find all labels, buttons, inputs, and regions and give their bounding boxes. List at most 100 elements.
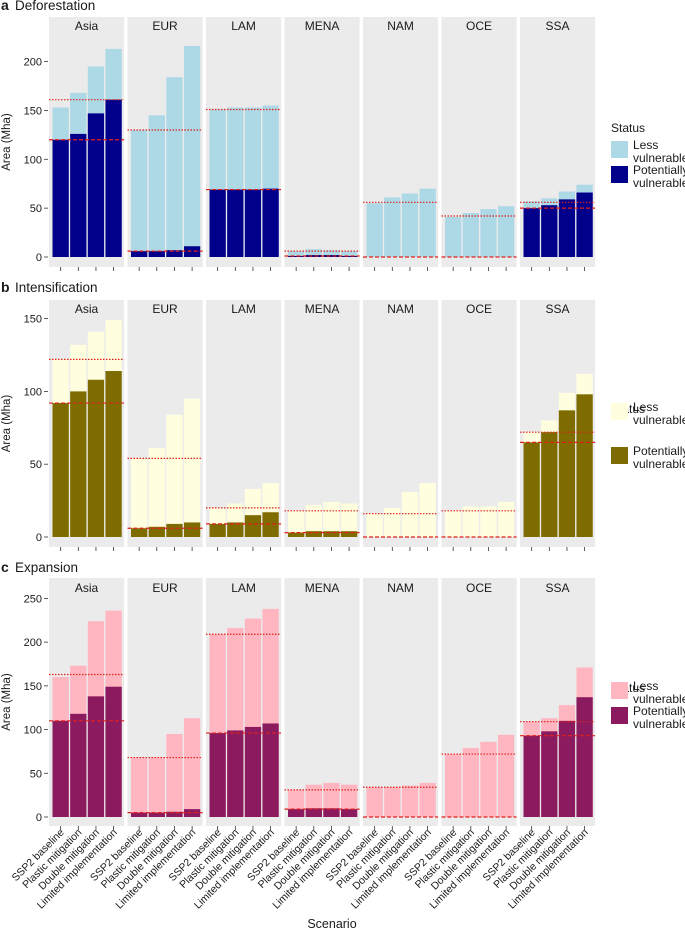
legend-label: Potentially	[633, 444, 685, 458]
bar-less-vulnerable	[183, 398, 201, 537]
bar-potentially-vulnerable	[262, 512, 279, 537]
facet-strip-label: LAM	[231, 19, 256, 33]
bar-less-vulnerable	[480, 506, 497, 537]
y-tick-label: 100	[24, 154, 42, 166]
bar-potentially-vulnerable	[558, 410, 576, 537]
facet-strip-label: OCE	[466, 581, 492, 595]
bar-potentially-vulnerable	[131, 528, 148, 537]
y-tick-label: 50	[30, 203, 42, 215]
y-axis-label: Area (Mha)	[1, 673, 13, 731]
y-tick-label: 200	[24, 637, 42, 649]
bar-less-vulnerable	[384, 197, 401, 257]
panel-expansion: c Expansion Area (Mha) 0 50 100 150 200 250 Asia E…	[1, 559, 685, 830]
legend-label: vulnerable	[633, 717, 685, 731]
bar-less-vulnerable	[166, 414, 183, 537]
bar-less-vulnerable	[366, 513, 383, 537]
bar-less-vulnerable	[166, 733, 183, 817]
bar-less-vulnerable	[480, 209, 497, 257]
bar-less-vulnerable	[384, 507, 401, 537]
legend-label: vulnerable	[633, 413, 685, 427]
legend-key	[611, 141, 628, 158]
legend-label: Less	[633, 400, 658, 414]
y-tick-label: 200	[24, 57, 42, 69]
bar-potentially-vulnerable	[52, 403, 69, 537]
facet-eur: EUR	[127, 17, 203, 271]
facet-background	[284, 17, 360, 267]
bar-potentially-vulnerable	[244, 189, 262, 257]
bar-potentially-vulnerable	[576, 394, 593, 537]
bar-less-vulnerable	[401, 785, 419, 817]
legend-label: Less	[633, 679, 658, 693]
bar-potentially-vulnerable	[87, 113, 105, 257]
bar-potentially-vulnerable	[148, 526, 165, 537]
legend-label: vulnerable	[633, 176, 685, 190]
bar-potentially-vulnerable	[227, 189, 244, 257]
bar-potentially-vulnerable	[541, 432, 558, 537]
y-tick-label: 50	[30, 459, 42, 471]
y-tick-label: 0	[36, 532, 42, 544]
bar-potentially-vulnerable	[70, 133, 87, 257]
bar-potentially-vulnerable	[305, 531, 322, 537]
y-tick-label: 50	[30, 768, 42, 780]
panel-title: Expansion	[15, 560, 78, 575]
bar-potentially-vulnerable	[262, 188, 279, 257]
facet-strip-label: SSA	[546, 302, 570, 316]
facet-oce: OCE	[441, 300, 517, 551]
bar-potentially-vulnerable	[305, 255, 322, 257]
bar-less-vulnerable	[340, 503, 358, 537]
bar-less-vulnerable	[148, 115, 165, 258]
facet-strip-label: OCE	[466, 19, 492, 33]
bar-less-vulnerable	[183, 718, 201, 817]
bar-potentially-vulnerable	[227, 522, 244, 537]
legend-key	[611, 166, 628, 183]
bar-potentially-vulnerable	[166, 811, 183, 817]
legend-label: Potentially	[633, 163, 685, 177]
bar-less-vulnerable	[366, 787, 383, 817]
bar-potentially-vulnerable	[52, 139, 69, 257]
bar-potentially-vulnerable	[183, 809, 201, 817]
bar-less-vulnerable	[366, 203, 383, 257]
facet-strip-label: NAM	[387, 19, 414, 33]
bar-less-vulnerable	[401, 193, 419, 257]
bar-potentially-vulnerable	[148, 812, 165, 817]
bar-potentially-vulnerable	[262, 723, 279, 817]
bar-potentially-vulnerable	[288, 532, 305, 537]
facet-ssa: SSA	[520, 578, 596, 830]
bar-potentially-vulnerable	[523, 442, 540, 537]
bar-less-vulnerable	[419, 483, 436, 537]
legend-key	[611, 403, 628, 420]
facet-strip-label: MENA	[305, 302, 340, 316]
bar-less-vulnerable	[340, 251, 358, 257]
y-tick-label: 0	[36, 252, 42, 264]
facet-lam: LAM	[206, 578, 282, 830]
bar-potentially-vulnerable	[340, 531, 358, 537]
bar-less-vulnerable	[131, 757, 148, 817]
bar-potentially-vulnerable	[166, 523, 183, 537]
bar-potentially-vulnerable	[523, 735, 540, 817]
bar-potentially-vulnerable	[244, 515, 262, 537]
bar-less-vulnerable	[288, 510, 305, 537]
bar-less-vulnerable	[497, 502, 515, 537]
bar-potentially-vulnerable	[323, 255, 340, 257]
facet-strip-label: LAM	[231, 302, 256, 316]
bar-potentially-vulnerable	[148, 251, 165, 257]
facet-strip-label: LAM	[231, 581, 256, 595]
legend-label: Less	[633, 138, 658, 152]
facet-strip-label: EUR	[152, 302, 178, 316]
bar-less-vulnerable	[419, 782, 436, 817]
bar-less-vulnerable	[497, 206, 515, 257]
legend-title: Status	[611, 121, 645, 135]
bar-less-vulnerable	[480, 741, 497, 817]
facet-mena: MENA	[284, 17, 360, 271]
bar-potentially-vulnerable	[209, 189, 226, 257]
bar-less-vulnerable	[445, 510, 462, 537]
bar-potentially-vulnerable	[541, 731, 558, 817]
bar-potentially-vulnerable	[166, 250, 183, 257]
panel-letter: b	[1, 279, 10, 295]
bar-potentially-vulnerable	[340, 256, 358, 257]
bar-less-vulnerable	[131, 458, 148, 537]
bar-less-vulnerable	[131, 129, 148, 257]
facet-strip-label: EUR	[152, 19, 178, 33]
facet-strip-label: NAM	[387, 581, 414, 595]
panel-title: Deforestation	[15, 0, 95, 13]
